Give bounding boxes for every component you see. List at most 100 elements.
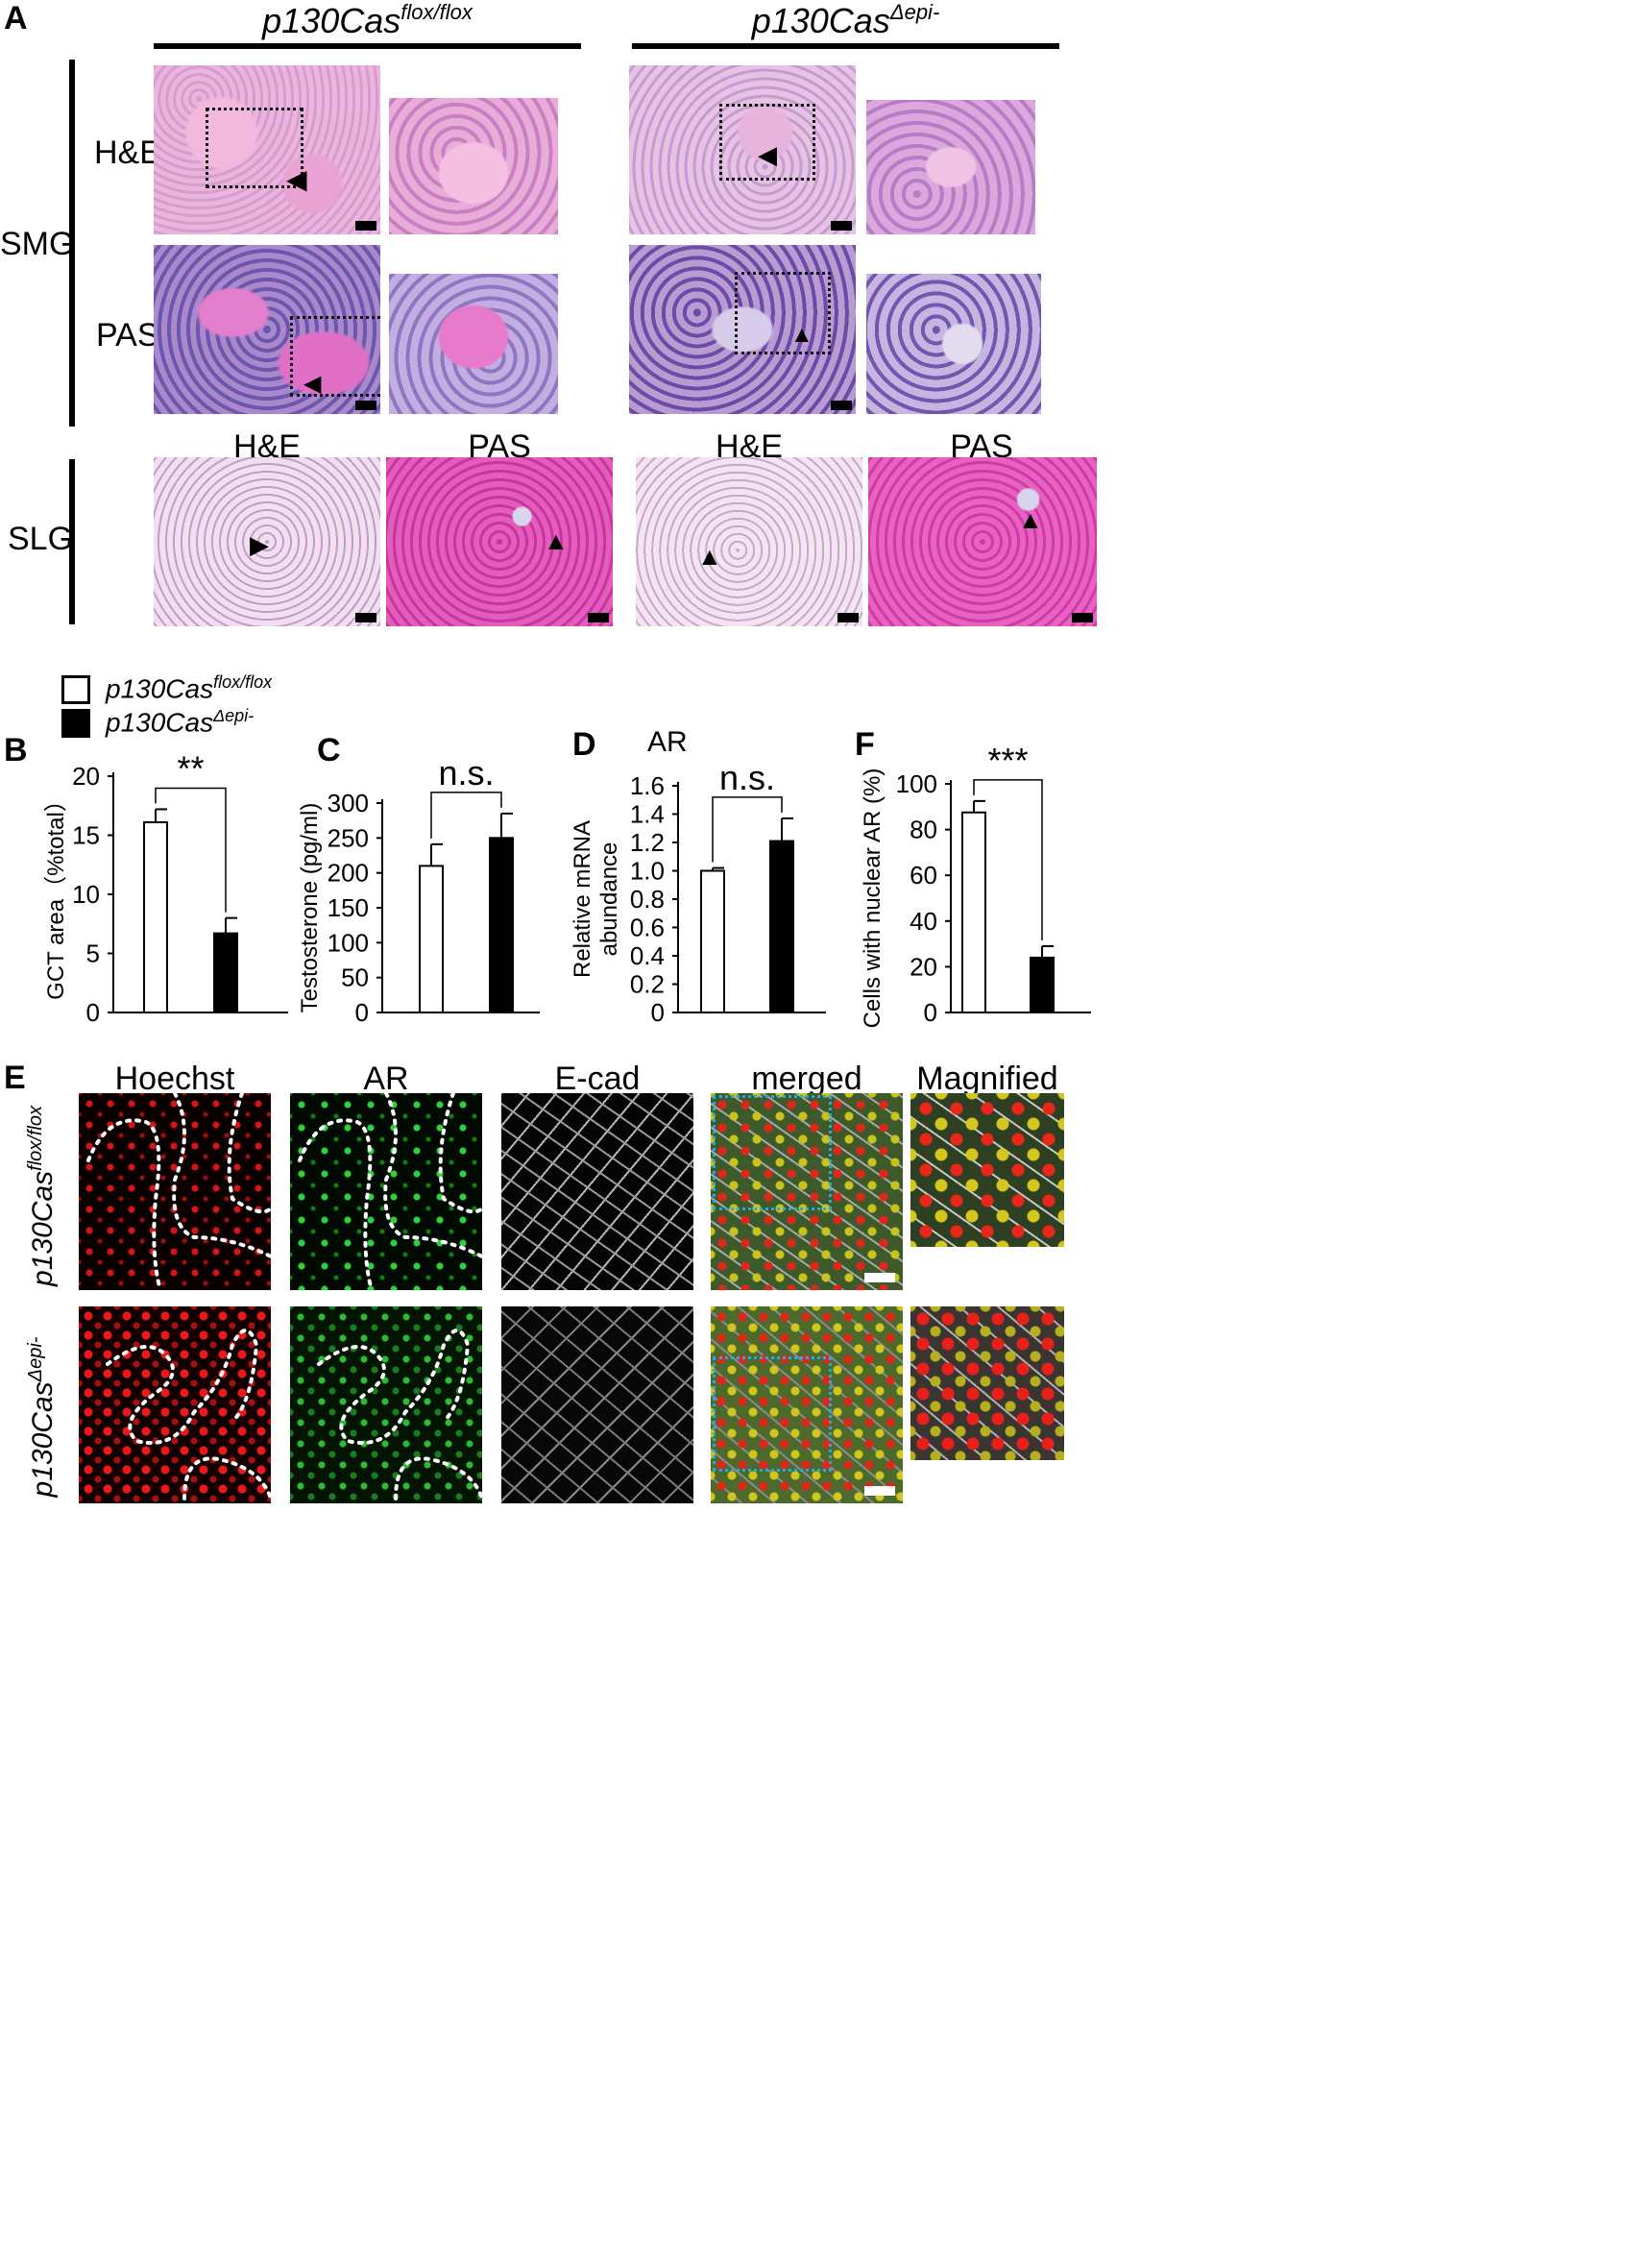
y-tick-label: 300 <box>328 789 369 817</box>
slg-he-flox-image: ▶ <box>154 457 380 626</box>
slg-he-epi-image: ▲ <box>636 457 862 626</box>
inset-box <box>735 272 831 354</box>
slg-bracket <box>69 459 75 624</box>
y-axis-label: Relative mRNAabundance <box>570 820 622 978</box>
scale-bar <box>864 1486 895 1496</box>
inset-box <box>206 108 303 188</box>
significance-label: ** <box>177 748 204 788</box>
smg-pas-flox-image: ◀ <box>154 245 380 414</box>
chart-title: AR <box>647 730 688 758</box>
arrow-icon: ◀ <box>758 140 777 169</box>
row-label-slg: SLG <box>8 521 74 557</box>
inset-box <box>719 104 815 181</box>
legend-swatch-epi <box>61 709 90 738</box>
row-label-smg: SMG <box>0 226 75 262</box>
slg-pas-flox-image: ▲ <box>386 457 613 626</box>
scale-bar <box>1072 613 1093 622</box>
panel-a-label: A <box>4 0 28 37</box>
e-col-merged: merged <box>751 1061 862 1097</box>
scale-bar <box>864 1273 895 1282</box>
scale-bar <box>837 613 859 622</box>
arrow-icon: ◀ <box>303 371 322 397</box>
scale-bar <box>355 401 376 410</box>
inset-box <box>713 1095 832 1210</box>
significance-bracket <box>712 796 783 863</box>
significance-bracket <box>973 779 1043 940</box>
chart-d: 00.20.40.60.81.01.21.41.6 n.s. Relative mR… <box>570 730 826 1027</box>
y-tick-label: 0 <box>355 998 369 1027</box>
column-header-epi: p130CasΔepi- <box>751 0 940 40</box>
bar <box>143 820 168 1013</box>
e-row-label-epi: p130CasΔepi- <box>25 1336 59 1498</box>
legend-label-flox: p130Casflox/flox <box>106 672 273 704</box>
scale-bar <box>588 613 609 622</box>
if-magnified-flox-image <box>910 1093 1064 1247</box>
bar <box>419 865 444 1013</box>
y-tick-label: 0.6 <box>630 914 665 942</box>
scale-bar <box>831 221 852 231</box>
smg-he-epi-image: ◀ <box>629 65 856 234</box>
if-ecad-flox-image <box>501 1093 693 1290</box>
smg-he-flox-image: ◀ <box>154 65 380 234</box>
y-tick-label: 10 <box>72 880 100 909</box>
y-tick-label: 100 <box>328 928 369 957</box>
smg-pas-epi-image: ▲ <box>629 245 856 414</box>
y-tick-label: 200 <box>328 859 369 888</box>
bar <box>489 837 514 1014</box>
arrow-icon: ▲ <box>544 526 569 555</box>
y-tick-label: 250 <box>328 823 369 852</box>
y-tick-label: 60 <box>910 861 937 890</box>
e-col-ar: AR <box>363 1061 409 1097</box>
significance-bracket <box>430 792 502 839</box>
significance-label: *** <box>987 741 1028 780</box>
y-tick-label: 100 <box>896 769 937 798</box>
bar <box>1030 956 1055 1014</box>
chart-c: 0 50 100 150 200 250 300 n.s. Testosterone (pg/m… <box>297 753 540 1027</box>
scale-bar <box>355 221 376 231</box>
column-header-flox-line <box>154 43 581 49</box>
e-row-label-flox: p130Casflox/flox <box>25 1106 59 1286</box>
if-hoechst-flox-image <box>79 1093 271 1290</box>
bar <box>213 932 238 1013</box>
region-outline <box>298 1093 482 1290</box>
y-tick-label: 50 <box>341 963 369 992</box>
region-outline <box>106 1329 271 1500</box>
significance-bracket <box>155 787 227 913</box>
if-hoechst-epi-image <box>79 1306 271 1503</box>
stain-label-he: H&E <box>94 134 161 171</box>
if-merged-flox-image <box>711 1093 903 1290</box>
y-tick-label: 1.2 <box>630 828 665 857</box>
y-tick-label: 1.4 <box>630 800 665 829</box>
smg-he-flox-magnified-image <box>389 98 558 234</box>
y-axis-label: GCT area（%total） <box>43 789 69 1000</box>
significance-label: n.s. <box>438 753 494 793</box>
bar <box>769 840 794 1014</box>
inset-box <box>290 316 380 397</box>
region-outline <box>86 1093 271 1290</box>
e-col-hoechst: Hoechst <box>114 1061 235 1097</box>
chart-b: 0 5 10 15 20 ** GCT area（%total） <box>43 748 288 1027</box>
smg-pas-epi-magnified-image <box>866 274 1041 414</box>
if-merged-epi-image <box>711 1306 903 1503</box>
significance-label: n.s. <box>719 758 775 797</box>
legend-label-epi: p130CasΔepi- <box>106 706 255 738</box>
if-ecad-epi-image <box>501 1306 693 1503</box>
y-axis-label: Testosterone (pg/ml) <box>297 803 323 1013</box>
panel-e-label: E <box>4 1060 26 1096</box>
y-tick-label: 0 <box>86 998 100 1027</box>
panel-d-label: D <box>572 726 596 763</box>
y-tick-label: 1.6 <box>630 771 665 800</box>
y-tick-label: 80 <box>910 816 937 844</box>
y-tick-label: 20 <box>72 762 100 791</box>
arrow-icon: ▲ <box>697 542 722 571</box>
y-tick-label: 5 <box>86 939 100 968</box>
y-tick-label: 15 <box>72 821 100 850</box>
if-ar-flox-image <box>290 1093 482 1290</box>
y-axis-label: Cells with nuclear AR (%) <box>860 768 886 1029</box>
arrow-icon: ▲ <box>1018 505 1043 534</box>
smg-pas-flox-magnified-image <box>389 274 558 414</box>
column-header-flox: p130Casflox/flox <box>262 0 473 40</box>
e-col-ecad: E-cad <box>554 1061 641 1097</box>
bar <box>961 811 986 1013</box>
